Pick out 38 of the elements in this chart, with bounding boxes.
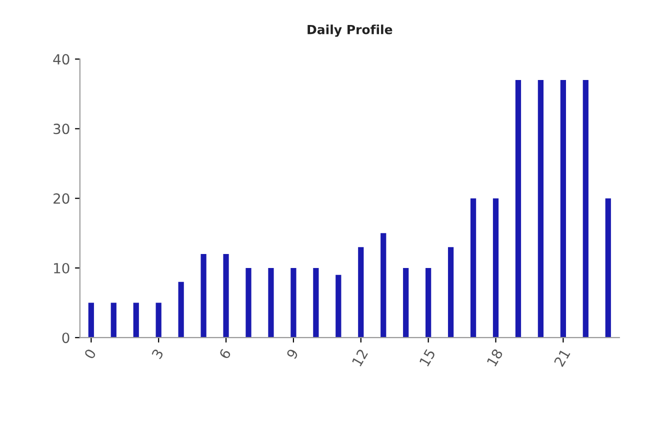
x-tick-label: 9 — [286, 348, 299, 360]
x-tick-label: 15 — [419, 348, 436, 367]
bar — [223, 254, 229, 338]
bar — [380, 233, 386, 338]
bar — [515, 80, 522, 338]
bar — [268, 268, 274, 338]
bar — [336, 274, 342, 338]
bar — [110, 302, 116, 338]
bar — [403, 268, 409, 338]
bar — [246, 268, 252, 338]
bar — [538, 80, 544, 338]
bar — [313, 268, 319, 338]
y-tick-label: 30 — [54, 124, 70, 134]
y-tick-label: 40 — [53, 54, 70, 65]
bar — [448, 247, 454, 338]
chart-title: Daily Profile — [308, 24, 392, 37]
x-tick-label: 0 — [84, 348, 96, 360]
bar — [426, 268, 432, 338]
bar — [200, 254, 206, 338]
bar — [605, 198, 611, 338]
bar — [156, 302, 162, 338]
y-tick-label: 10 — [54, 262, 70, 274]
y-tick-label: 0 — [62, 332, 70, 344]
x-tick-label: 12 — [352, 348, 368, 367]
x-tick-label: 6 — [218, 348, 232, 360]
bar — [560, 80, 566, 338]
y-tick-label: 20 — [54, 193, 70, 204]
x-tick-label: 3 — [151, 348, 164, 360]
bar — [178, 282, 184, 338]
bar — [470, 198, 476, 338]
bar — [358, 247, 364, 338]
bar — [492, 198, 499, 338]
x-tick-label: 21 — [554, 348, 570, 368]
bar — [582, 80, 588, 338]
bar — [88, 302, 94, 338]
bar — [133, 302, 139, 338]
bar — [290, 268, 296, 338]
x-tick-label: 18 — [486, 348, 504, 367]
